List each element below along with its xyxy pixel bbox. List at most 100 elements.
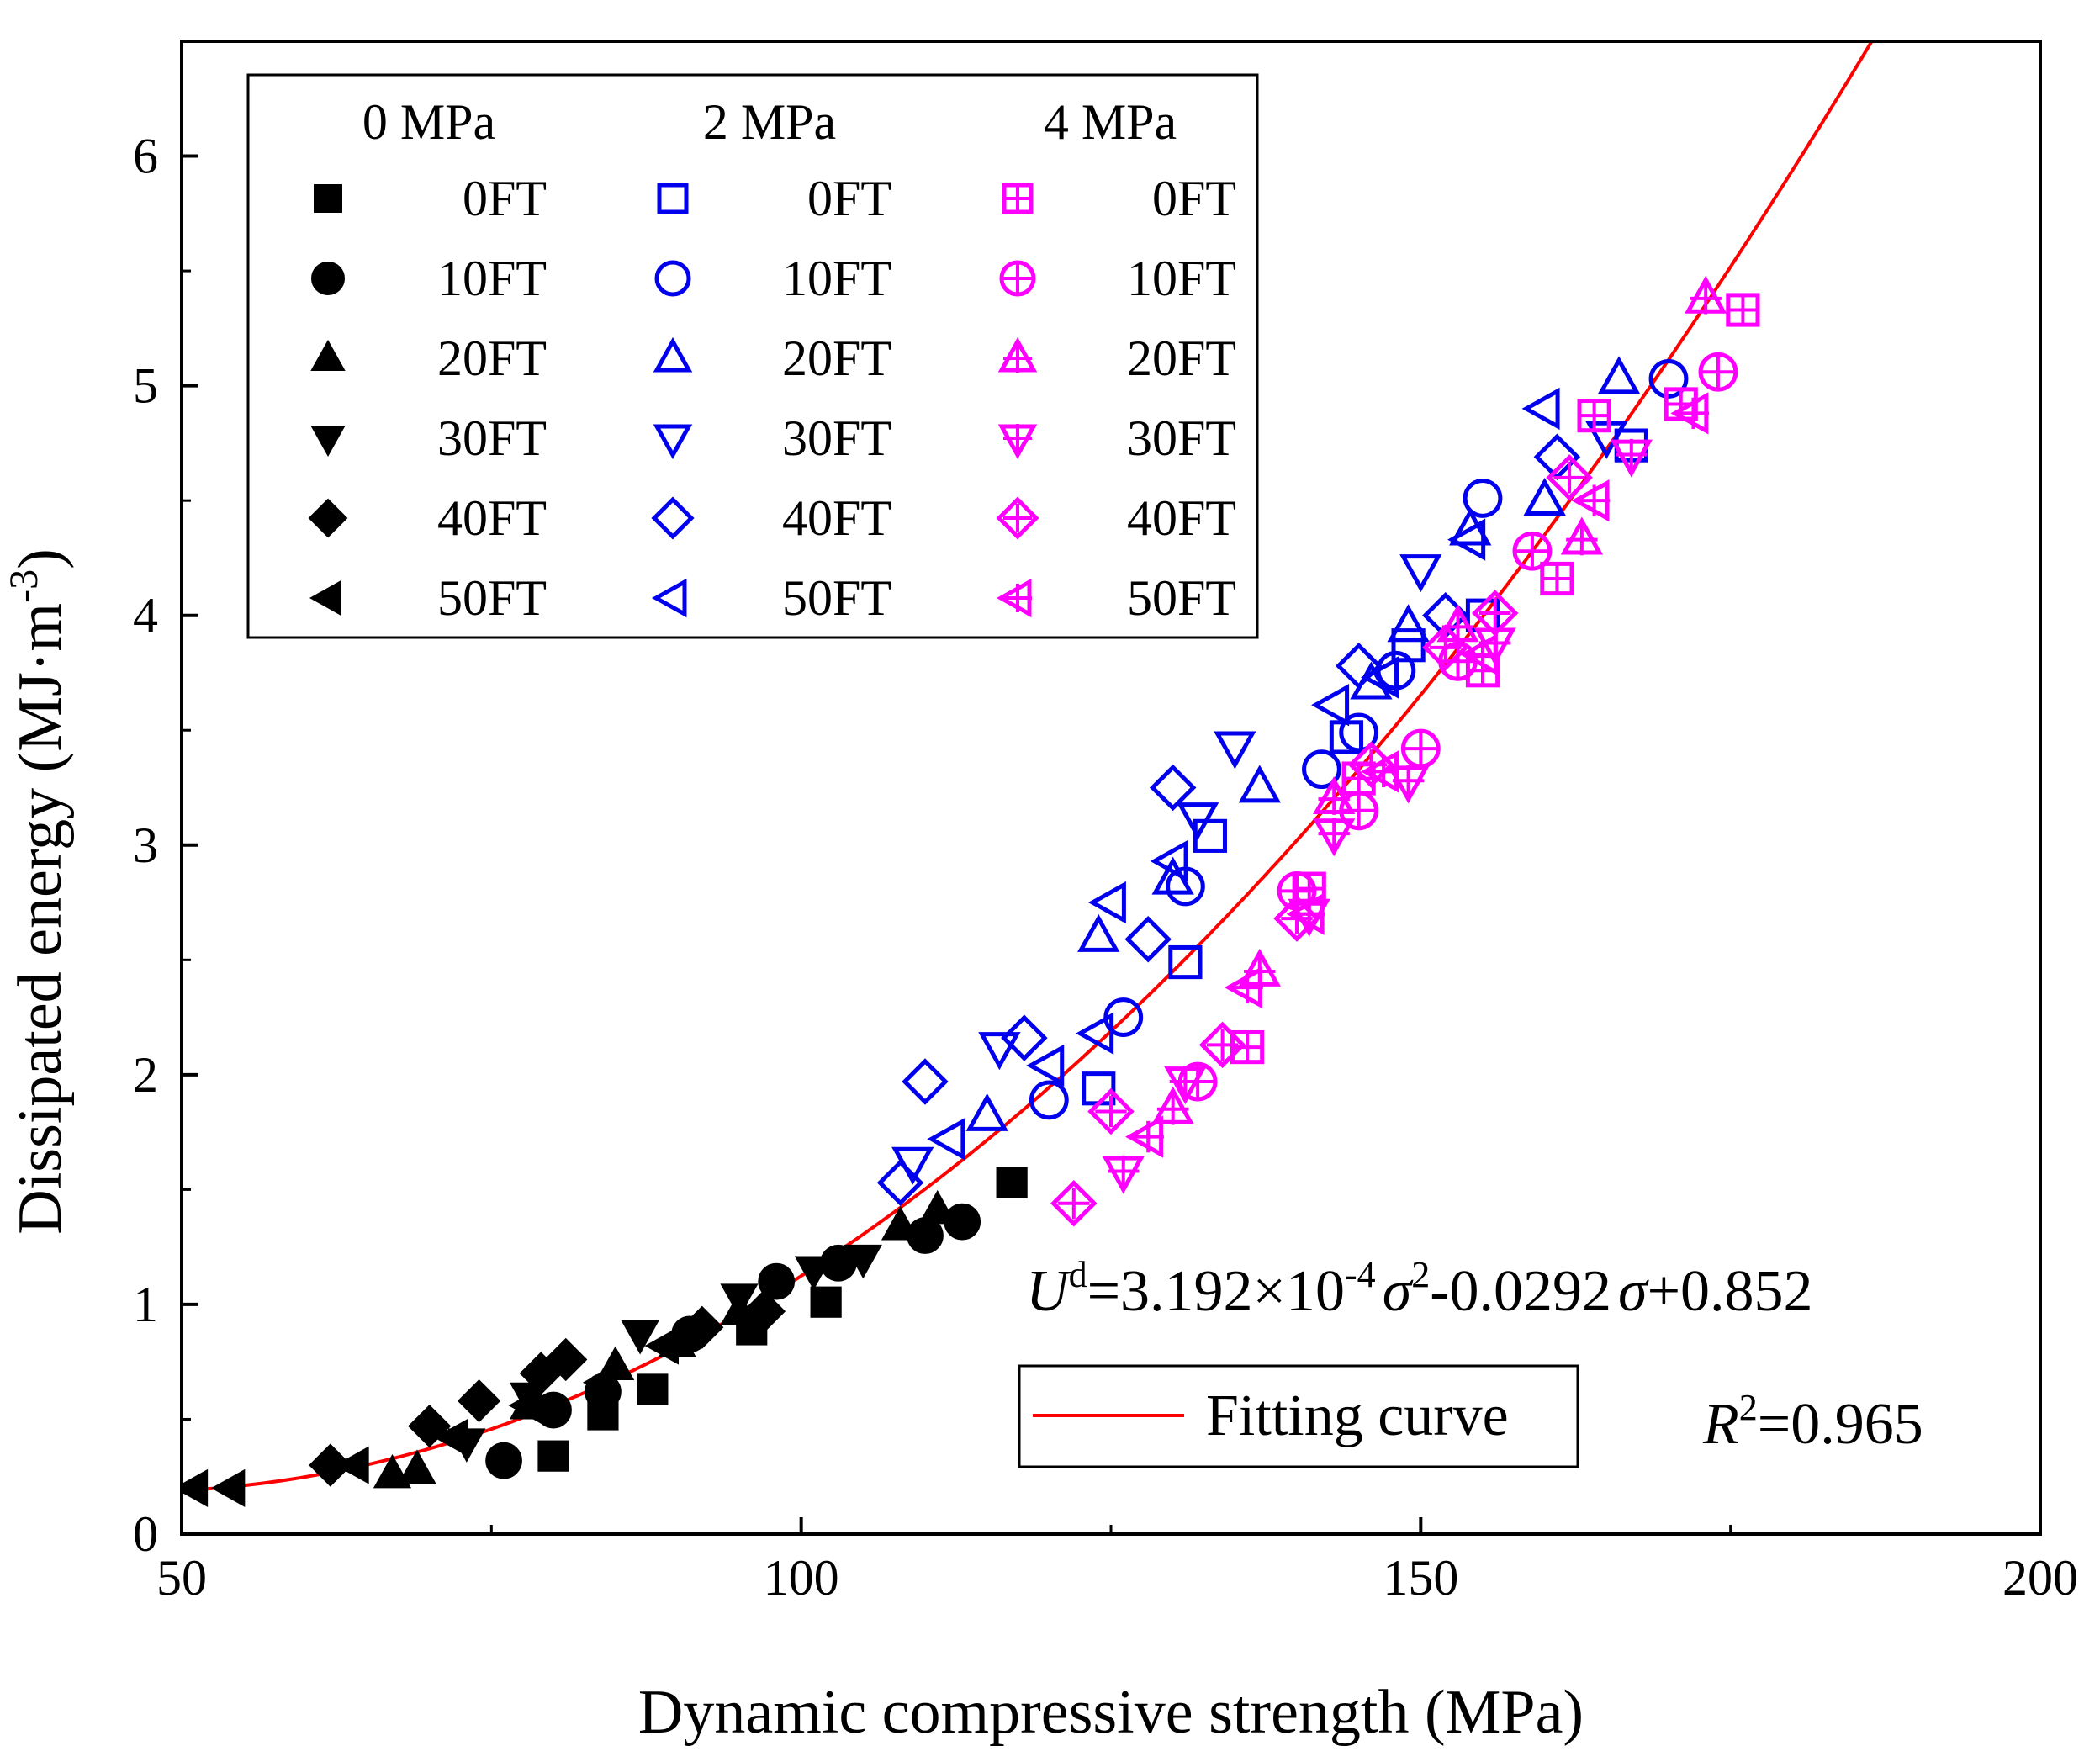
y-axis-title: Dissipated energy (MJ·m-3) bbox=[2, 548, 75, 1234]
legend-box bbox=[246, 73, 1259, 639]
data-point-shape bbox=[335, 1446, 369, 1484]
data-point-shape bbox=[1176, 802, 1219, 841]
y-tick-label: 3 bbox=[133, 818, 158, 873]
legend-marker-shape bbox=[310, 339, 346, 371]
data-points bbox=[182, 275, 1760, 1507]
fit-equation: Ud=3.192×10-4 σ2-0.0292 σ+0.852 bbox=[1026, 1254, 1813, 1324]
data-point bbox=[1512, 531, 1553, 571]
legend-label: 20FT bbox=[782, 331, 891, 386]
data-point bbox=[1347, 741, 1395, 788]
data-point-shape bbox=[544, 1337, 588, 1382]
data-point-shape bbox=[1077, 913, 1120, 952]
y-tick-label: 5 bbox=[133, 358, 158, 414]
data-point-shape bbox=[1546, 454, 1593, 501]
data-point bbox=[1597, 356, 1641, 394]
legend-label: 40FT bbox=[782, 490, 891, 546]
data-point-shape bbox=[1521, 387, 1560, 431]
data-point bbox=[1230, 1029, 1265, 1065]
data-point bbox=[1077, 913, 1120, 952]
data-point-shape bbox=[918, 1189, 957, 1225]
data-point-shape bbox=[680, 1305, 724, 1349]
data-point bbox=[1361, 656, 1399, 699]
data-point-shape bbox=[1361, 656, 1399, 699]
data-point bbox=[1313, 818, 1356, 857]
data-point-shape bbox=[1124, 915, 1172, 963]
data-point-shape bbox=[1273, 895, 1320, 942]
data-point bbox=[1449, 507, 1492, 546]
legend-label: 20FT bbox=[437, 331, 547, 386]
data-point bbox=[408, 1405, 452, 1448]
data-point bbox=[1648, 359, 1689, 399]
series-4-mpa-40ft bbox=[1102, 438, 1653, 1194]
data-point bbox=[1311, 684, 1350, 727]
data-point-shape bbox=[309, 1443, 352, 1487]
legend-marker bbox=[314, 184, 342, 213]
fit-legend-label: Fitting curve bbox=[1206, 1384, 1509, 1448]
data-point bbox=[582, 1363, 617, 1402]
data-point bbox=[1400, 728, 1441, 769]
data-point-shape bbox=[1150, 839, 1188, 883]
data-point bbox=[1087, 1087, 1135, 1135]
data-point bbox=[680, 1305, 724, 1349]
data-point-shape bbox=[927, 1118, 965, 1161]
data-point-shape bbox=[1026, 1044, 1065, 1087]
legend-marker-shape bbox=[654, 260, 691, 297]
data-point bbox=[1463, 479, 1503, 518]
data-point bbox=[485, 1442, 522, 1479]
data-point bbox=[1546, 454, 1593, 501]
legend-marker bbox=[996, 496, 1039, 540]
data-point bbox=[1198, 1021, 1246, 1069]
data-point-shape bbox=[1447, 518, 1486, 561]
data-point bbox=[1224, 966, 1263, 1009]
data-point bbox=[876, 1159, 924, 1206]
data-point-shape bbox=[1449, 507, 1492, 546]
data-point bbox=[1560, 516, 1604, 556]
legend-label: 20FT bbox=[1127, 331, 1236, 386]
data-point-shape bbox=[1698, 352, 1738, 392]
data-point-shape bbox=[1198, 1021, 1246, 1069]
series-2-mpa-30ft bbox=[927, 387, 1560, 1161]
data-point bbox=[918, 1189, 957, 1225]
legend-marker-shape bbox=[651, 496, 695, 540]
data-point-shape bbox=[1029, 1080, 1069, 1120]
data-point bbox=[794, 1256, 833, 1291]
legend-label: 30FT bbox=[1127, 410, 1236, 466]
data-point-shape bbox=[1001, 1014, 1048, 1061]
legend-marker bbox=[310, 426, 346, 458]
data-point bbox=[1125, 1115, 1164, 1158]
data-point bbox=[1540, 561, 1574, 596]
legend-group-title: 2 MPa bbox=[703, 94, 836, 150]
legend-marker-shape bbox=[657, 183, 689, 214]
legend-label: 10FT bbox=[1127, 251, 1236, 306]
axes: 50 100 150 200 0 1 2 3 4 5 6 bbox=[133, 40, 2078, 1606]
y-tick-label: 0 bbox=[133, 1506, 158, 1562]
legend-marker-shape bbox=[310, 426, 346, 458]
legend-marker bbox=[997, 424, 1038, 460]
x-tick-label: 200 bbox=[2002, 1550, 2078, 1606]
data-point bbox=[1151, 1086, 1194, 1125]
legend-marker bbox=[310, 339, 346, 371]
data-point bbox=[335, 1446, 369, 1484]
legend-marker bbox=[657, 183, 689, 214]
data-point bbox=[1585, 421, 1628, 459]
data-point-shape bbox=[398, 1449, 436, 1484]
legend-marker bbox=[309, 580, 341, 616]
series-0-mpa-0ft bbox=[537, 1167, 1028, 1472]
legend-marker bbox=[997, 336, 1038, 373]
data-point bbox=[1149, 764, 1197, 812]
data-point bbox=[1339, 712, 1379, 753]
legend-marker bbox=[308, 498, 348, 538]
data-point bbox=[1001, 1014, 1048, 1061]
data-point bbox=[544, 1337, 588, 1382]
data-point bbox=[1387, 604, 1430, 643]
series-0-mpa-50ft bbox=[182, 1326, 679, 1507]
data-point bbox=[978, 1032, 1021, 1071]
legend-marker-shape bbox=[311, 262, 345, 295]
data-point-shape bbox=[844, 1244, 882, 1279]
data-point-shape bbox=[1214, 731, 1256, 770]
data-point bbox=[902, 1058, 949, 1105]
data-point bbox=[927, 1118, 965, 1161]
legend-label: 10FT bbox=[782, 251, 891, 306]
data-point-shape bbox=[210, 1468, 246, 1507]
data-point-shape bbox=[1399, 554, 1442, 593]
